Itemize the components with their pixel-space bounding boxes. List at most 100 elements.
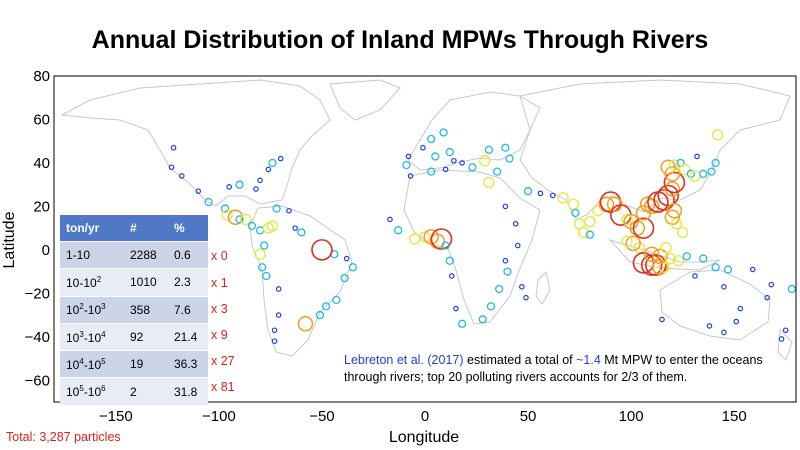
y-tick-label: −60: [25, 372, 50, 389]
land-outlines: [60, 79, 793, 361]
data-point: [445, 147, 454, 157]
legend-count: 358: [124, 295, 168, 324]
legend-percent: 7.6: [168, 295, 208, 324]
data-point: [486, 302, 496, 311]
data-point: [408, 233, 421, 245]
y-tick-label: −40: [25, 329, 50, 346]
data-point: [567, 198, 580, 210]
legend-range: 104-105: [60, 350, 124, 378]
data-point: [652, 259, 668, 276]
legend-percent: 21.4: [168, 322, 208, 351]
data-point: [448, 273, 455, 279]
data-point: [778, 336, 785, 342]
data-point: [495, 284, 504, 294]
legend-range: 10-102: [60, 268, 124, 297]
y-axis-ticks: 80 60 40 20 0 −20 −40 −60: [25, 68, 50, 389]
data-point: [297, 228, 306, 237]
data-point: [632, 252, 655, 274]
legend-row: 102-103 358 7.6: [60, 295, 208, 324]
data-point: [478, 315, 487, 324]
data-point: [657, 184, 680, 207]
data-point: [512, 220, 519, 227]
data-point: [782, 327, 789, 334]
data-point: [711, 128, 724, 141]
data-point: [459, 160, 465, 166]
legend-header-row: ton/yr # %: [60, 215, 208, 242]
data-point: [711, 263, 720, 272]
data-point: [723, 265, 733, 274]
data-point: [492, 167, 502, 176]
data-point: [549, 192, 556, 199]
data-point: [387, 216, 393, 223]
data-point: [272, 204, 281, 213]
legend-percent: 0.6: [168, 240, 208, 269]
data-point: [266, 220, 279, 232]
data-point: [468, 163, 477, 172]
data-point: [311, 239, 333, 261]
data-point: [178, 173, 185, 179]
data-point: [315, 310, 325, 320]
legend-row: 10-102 1010 2.3: [60, 268, 208, 297]
data-point: [664, 181, 681, 197]
data-point: [707, 167, 716, 176]
legend-count: 2: [124, 377, 168, 405]
data-point: [721, 329, 727, 336]
data-point: [606, 196, 623, 212]
annotation-line-1: Lebreton et al. (2017) estimated a total…: [344, 352, 763, 369]
data-point: [706, 323, 713, 329]
legend-range: 103-104: [60, 322, 124, 351]
multiplier-label: x 81: [211, 380, 235, 394]
data-point: [764, 294, 770, 301]
data-point: [519, 284, 525, 290]
data-point: [321, 302, 331, 311]
data-point: [502, 257, 509, 264]
legend-row: 1-10 2288 0.6: [60, 240, 208, 269]
x-axis-ticks: −150 −100 −50 0 50 100 150: [99, 408, 747, 425]
data-point: [271, 327, 278, 334]
data-point: [503, 267, 512, 276]
data-point: [483, 176, 495, 189]
madagascar-outline: [535, 271, 551, 305]
y-tick-label: 20: [33, 198, 50, 215]
data-point: [664, 209, 681, 226]
data-point: [431, 152, 440, 161]
x-tick-label: 50: [520, 408, 537, 425]
data-point: [721, 284, 727, 290]
data-point: [632, 217, 655, 239]
legend-range: 105-106: [60, 377, 124, 405]
greenland-outline: [329, 79, 401, 121]
x-tick-label: −50: [309, 408, 334, 425]
data-point: [451, 157, 457, 164]
x-tick-label: −100: [202, 408, 236, 425]
data-point: [737, 305, 744, 312]
data-point: [204, 197, 213, 207]
y-tick-label: 60: [33, 111, 50, 128]
data-point: [235, 180, 244, 189]
north-america-outline: [60, 79, 331, 207]
data-point: [502, 203, 509, 210]
data-point: [643, 246, 660, 262]
data-point: [439, 128, 448, 137]
data-point: [343, 255, 350, 262]
data-point: [394, 226, 403, 235]
new-zealand-outline: [777, 328, 793, 361]
data-point: [457, 319, 467, 328]
data-point: [694, 153, 700, 160]
data-point: [640, 254, 663, 276]
x-tick-label: 100: [619, 408, 644, 425]
data-point: [420, 144, 426, 151]
annotation-line-2: through rivers; top 20 polluting rivers …: [344, 370, 688, 384]
y-tick-label: 40: [33, 155, 50, 172]
multiplier-label: x 27: [211, 354, 235, 368]
data-point: [666, 202, 683, 219]
legend-row: 104-105 19 36.3: [60, 350, 208, 378]
legend-header-percent: %: [168, 215, 208, 242]
data-point: [292, 225, 298, 231]
legend-percent: 36.3: [168, 350, 208, 378]
total-particles: Total: 3,287 particles: [6, 430, 121, 444]
data-point: [268, 158, 277, 168]
data-point: [711, 158, 720, 168]
data-point: [453, 305, 459, 312]
data-point: [332, 295, 341, 305]
river-points: [168, 128, 797, 344]
